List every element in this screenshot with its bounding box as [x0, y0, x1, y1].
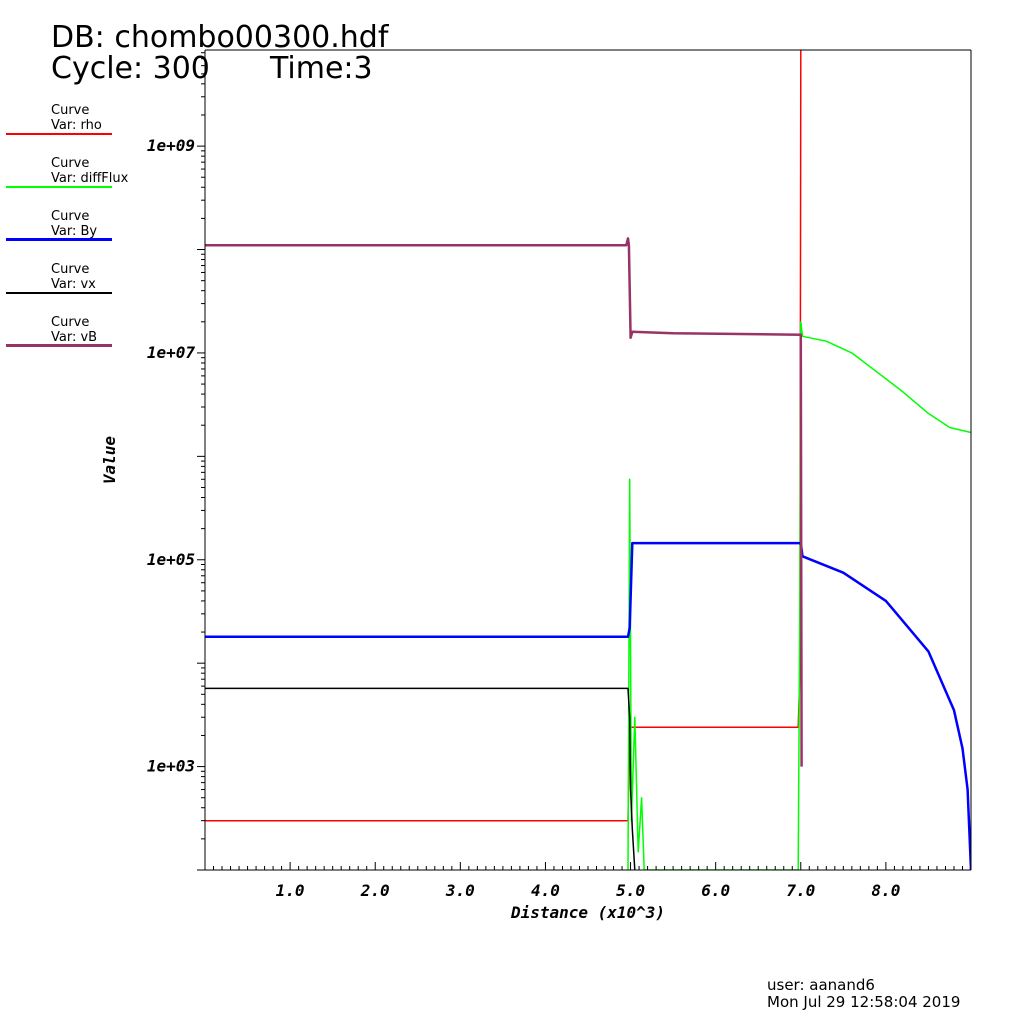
series-layer — [205, 50, 971, 870]
legend-label: Var: diffFlux — [51, 171, 129, 186]
cycle-label: Cycle: 300 — [51, 51, 210, 86]
x-tick-label: 6.0 — [701, 881, 730, 900]
legend-swatch — [6, 238, 112, 241]
timestamp-label: Mon Jul 29 12:58:04 2019 — [767, 993, 961, 1011]
y-tick-label: 1e+03 — [147, 757, 195, 776]
legend-title: Curve — [51, 209, 90, 224]
y-tick-label: 1e+09 — [147, 136, 195, 155]
legend-label: Var: vx — [51, 277, 96, 292]
series-line-diffflux — [627, 321, 971, 870]
x-axis-label: Distance (x10^3) — [510, 903, 665, 922]
x-tick-label: 4.0 — [531, 881, 560, 900]
time-label: Time:3 — [270, 51, 373, 86]
legend-title: Curve — [51, 315, 90, 330]
x-tick-label: 8.0 — [871, 881, 900, 900]
series-line-rho — [205, 50, 802, 822]
legend-title: Curve — [51, 103, 90, 118]
legend-title: Curve — [51, 262, 90, 277]
x-tick-label: 1.0 — [276, 881, 305, 900]
series-line-vb — [205, 237, 803, 767]
legend-swatch — [6, 292, 112, 294]
y-axis-label: Value — [100, 436, 119, 485]
x-tick-label: 2.0 — [360, 881, 390, 900]
series-line-vx — [205, 687, 636, 870]
legend-label: Var: rho — [51, 118, 102, 133]
axes-layer: 1.0 2.0 3.0 4.0 5.0 6.0 7.0 8.0 Distance (x10^3)… — [100, 49, 972, 922]
y-tick-label: 1e+05 — [147, 550, 195, 569]
legend-label: Var: vB — [51, 330, 98, 345]
x-tick-label: 3.0 — [445, 881, 475, 900]
series-line-by — [205, 541, 971, 870]
x-tick-label: 7.0 — [786, 881, 815, 900]
legend-swatch — [6, 133, 112, 135]
x-tick-label: 5.0 — [616, 881, 645, 900]
user-label: user: aanand6 — [767, 976, 875, 994]
legend-swatch — [6, 344, 112, 347]
y-tick-label: 1e+07 — [147, 343, 196, 362]
legend-label: Var: By — [51, 224, 98, 239]
database-title: DB: chombo00300.hdf — [51, 20, 389, 55]
legend-swatch — [6, 186, 112, 188]
legend-title: Curve — [51, 156, 90, 171]
